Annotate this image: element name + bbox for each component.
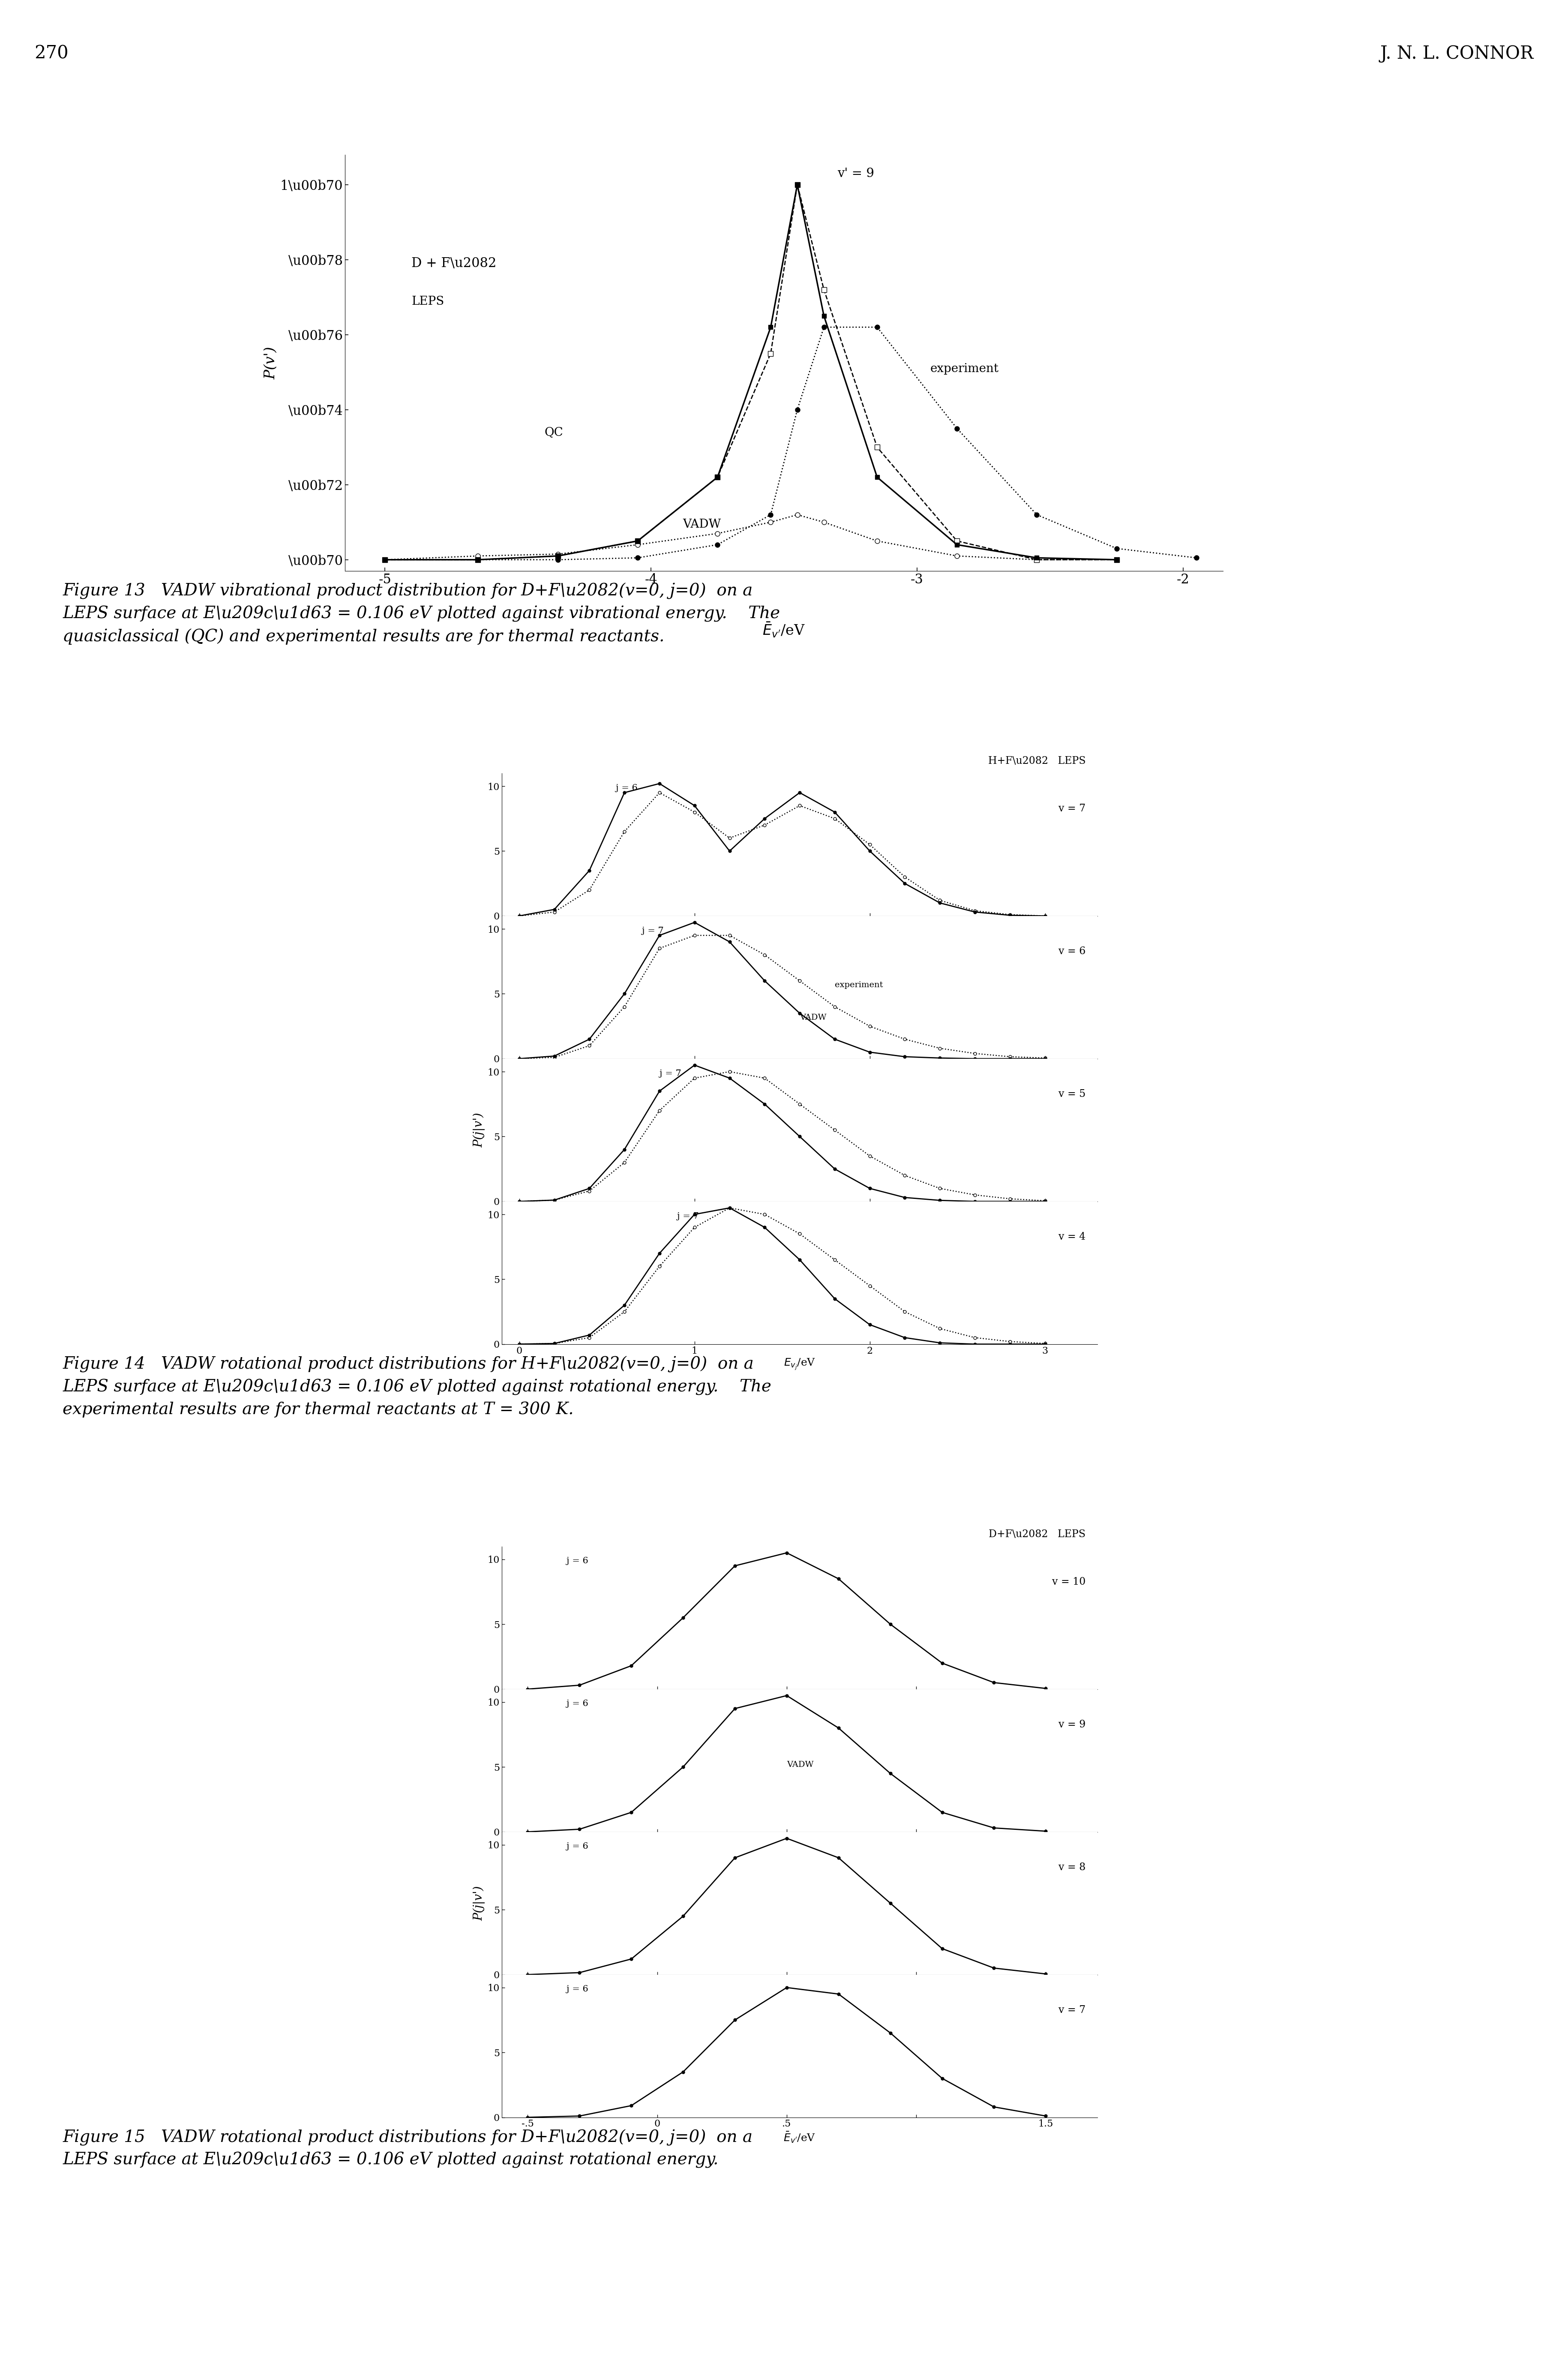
Text: QC: QC	[544, 426, 563, 438]
Text: LEPS: LEPS	[411, 295, 444, 307]
Text: D + F\u2082: D + F\u2082	[411, 257, 497, 271]
Text: j = 7: j = 7	[641, 925, 663, 935]
Text: VADW: VADW	[684, 519, 721, 531]
Text: v = 10: v = 10	[1052, 1577, 1085, 1587]
Text: j = 6: j = 6	[566, 1841, 588, 1851]
Text: Figure 15   VADW rotational product distributions for D+F\u2082(v=0, j=0)  on a
: Figure 15 VADW rotational product distri…	[63, 2129, 753, 2167]
Text: v = 7: v = 7	[1058, 2005, 1085, 2015]
Text: VADW: VADW	[787, 1760, 814, 1768]
Text: v = 8: v = 8	[1058, 1863, 1085, 1872]
Text: v = 9: v = 9	[1058, 1720, 1085, 1730]
Text: j = 6: j = 6	[616, 783, 638, 792]
Text: v = 7: v = 7	[1058, 804, 1085, 814]
Y-axis label: P(v'): P(v')	[263, 347, 278, 378]
Text: j = 7: j = 7	[677, 1211, 699, 1220]
Text: 270: 270	[34, 45, 69, 62]
Text: Figure 14   VADW rotational product distributions for H+F\u2082(v=0, j=0)  on a
: Figure 14 VADW rotational product distri…	[63, 1356, 771, 1418]
Text: v' = 9: v' = 9	[837, 167, 873, 181]
Text: v = 4: v = 4	[1058, 1232, 1085, 1242]
Text: v = 5: v = 5	[1058, 1090, 1085, 1099]
Text: H+F\u2082   LEPS: H+F\u2082 LEPS	[988, 757, 1085, 766]
Text: $\bar{E}_{v'}$/eV: $\bar{E}_{v'}$/eV	[762, 621, 806, 638]
Text: j = 6: j = 6	[566, 1556, 588, 1565]
Text: VADW: VADW	[800, 1013, 826, 1021]
Text: Figure 13   VADW vibrational product distribution for D+F\u2082(v=0, j=0)  on a
: Figure 13 VADW vibrational product distr…	[63, 583, 781, 645]
Text: j = 6: j = 6	[566, 1984, 588, 1994]
Y-axis label: P(j|v'): P(j|v')	[474, 1113, 485, 1147]
X-axis label: $\bar{E}_{v'}$/eV: $\bar{E}_{v'}$/eV	[784, 2132, 815, 2143]
Text: v = 6: v = 6	[1058, 947, 1085, 956]
Text: j = 6: j = 6	[566, 1699, 588, 1708]
Text: D+F\u2082   LEPS: D+F\u2082 LEPS	[989, 1530, 1085, 1539]
Y-axis label: P(j|v'): P(j|v')	[474, 1887, 485, 1920]
Text: J. N. L. CONNOR: J. N. L. CONNOR	[1380, 45, 1534, 62]
Text: experiment: experiment	[930, 364, 999, 376]
Text: experiment: experiment	[834, 980, 883, 990]
Text: j = 7: j = 7	[660, 1068, 681, 1078]
X-axis label: $E_{v_j}$/eV: $E_{v_j}$/eV	[784, 1358, 815, 1370]
